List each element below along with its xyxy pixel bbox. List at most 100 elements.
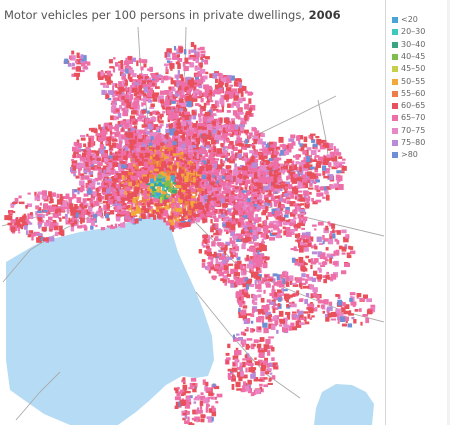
map-region	[111, 182, 116, 189]
map-region	[116, 214, 122, 217]
map-region	[83, 143, 87, 147]
map-region	[233, 81, 238, 87]
map-region	[153, 169, 159, 174]
map-region	[103, 204, 107, 210]
map-region	[326, 154, 331, 158]
map-region	[102, 185, 108, 189]
map-region	[147, 123, 154, 130]
map-region	[233, 207, 238, 213]
map-region	[184, 413, 188, 420]
map-region	[72, 165, 77, 171]
map-region	[73, 189, 78, 193]
map-region	[193, 217, 197, 221]
map-region	[164, 144, 168, 148]
map-region	[240, 235, 244, 238]
map-region	[151, 145, 155, 151]
map-region	[294, 225, 298, 232]
map-region	[243, 202, 247, 209]
map-region	[186, 97, 191, 102]
map-region	[267, 345, 273, 350]
map-region	[43, 203, 48, 209]
map-region	[117, 112, 122, 118]
map-region	[184, 185, 187, 189]
map-region	[56, 222, 59, 227]
map-region	[103, 181, 109, 188]
map-region	[255, 389, 260, 395]
map-region	[318, 192, 324, 197]
map-region	[170, 182, 173, 189]
map-region	[271, 306, 276, 309]
map-region	[126, 213, 129, 220]
map-region	[195, 163, 200, 169]
map-region	[237, 366, 243, 370]
map-region	[288, 190, 294, 195]
map-region	[249, 205, 253, 211]
map-region	[212, 197, 217, 201]
map-region	[141, 213, 146, 218]
map-region	[249, 229, 255, 233]
map-region	[262, 307, 268, 313]
map-region	[34, 191, 37, 197]
map-region	[49, 206, 55, 212]
map-region	[282, 221, 287, 225]
map-region	[306, 174, 310, 180]
map-region	[33, 231, 40, 236]
map-region	[17, 226, 20, 232]
map-region	[79, 187, 83, 193]
map-region	[290, 175, 295, 181]
map-region	[299, 162, 305, 167]
map-region	[233, 246, 240, 252]
map-region	[156, 198, 161, 202]
map-region	[275, 184, 281, 189]
map-region	[41, 214, 45, 219]
map-region	[232, 101, 236, 105]
map-region	[90, 197, 95, 200]
map-region	[82, 149, 87, 153]
map-region	[338, 156, 343, 159]
map-region	[264, 229, 269, 233]
map-region	[258, 166, 261, 171]
map-region	[44, 222, 49, 227]
map-region	[241, 295, 244, 301]
map-region	[269, 301, 275, 305]
map-region	[142, 115, 147, 119]
map-region	[172, 98, 176, 101]
map-region	[232, 146, 238, 151]
map-region	[269, 292, 273, 297]
map-region	[144, 154, 150, 158]
map-region	[250, 144, 255, 147]
map-region	[174, 174, 178, 180]
map-region	[206, 124, 213, 131]
map-region	[230, 233, 234, 237]
choropleth-map[interactable]	[2, 27, 384, 425]
map-region	[99, 144, 105, 150]
map-region	[239, 124, 245, 128]
map-region	[116, 98, 119, 102]
map-region	[182, 377, 186, 381]
map-region	[288, 325, 292, 331]
map-region	[251, 193, 256, 197]
map-region	[240, 223, 247, 228]
map-region	[129, 140, 134, 147]
map-region	[178, 214, 182, 217]
map-region	[153, 140, 158, 145]
map-region	[231, 367, 238, 372]
map-region	[229, 237, 232, 243]
map-region	[135, 79, 140, 82]
map-region	[159, 183, 165, 187]
map-region	[300, 145, 305, 152]
map-region	[232, 249, 235, 255]
map-region	[125, 164, 129, 167]
map-region	[235, 190, 238, 193]
map-region	[7, 215, 13, 221]
map-region	[136, 161, 141, 166]
map-region	[248, 246, 255, 252]
map-region	[131, 118, 136, 122]
map-region	[148, 206, 153, 212]
map-region	[59, 197, 64, 201]
map-region	[223, 187, 228, 191]
map-region	[200, 97, 204, 103]
map-region	[176, 193, 179, 197]
map-region	[236, 333, 240, 336]
map-region	[258, 309, 264, 314]
